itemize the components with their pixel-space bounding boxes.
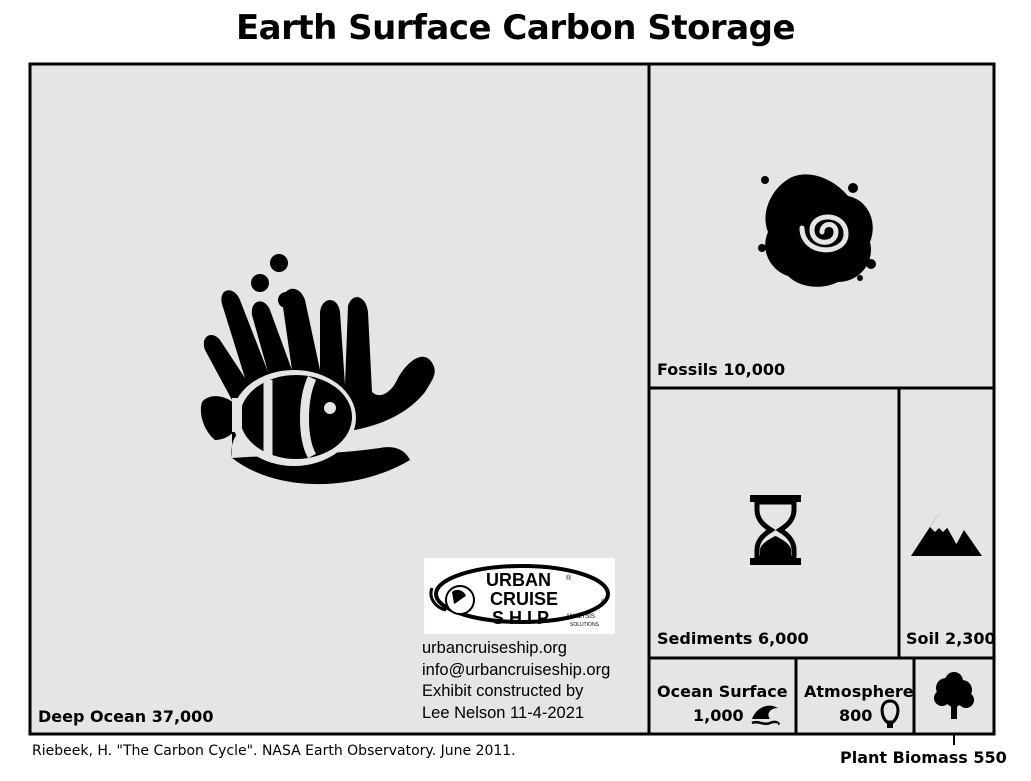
value-atmosphere: 800 [839, 706, 872, 725]
credits-author-date: Lee Nelson 11-4-2021 [422, 703, 585, 722]
wave-icon [751, 705, 780, 726]
credits-website: urbancruiseship.org [422, 639, 567, 657]
balloon-icon [880, 699, 900, 728]
ammonite-fossil-icon [758, 174, 876, 287]
mountain-icon [911, 513, 982, 556]
svg-text:®: ® [566, 574, 572, 582]
label-ocean-surface: Ocean Surface [657, 682, 788, 701]
label-atmosphere: Atmosphere [804, 682, 914, 701]
value-ocean-surface: 1,000 [693, 706, 744, 725]
urban-cruise-ship-logo: URBAN CRUISE SHIP ® ® ANALYSIS SOLUTIONS [424, 558, 615, 634]
label-plant-biomass: Plant Biomass 550 [840, 748, 1007, 767]
credits-block: urbancruiseship.org info@urbancruiseship… [422, 638, 610, 724]
tree-icon [934, 672, 974, 719]
anemone-clownfish-icon [200, 254, 435, 485]
svg-text:ANALYSIS: ANALYSIS [566, 614, 595, 620]
credits-constructed: Exhibit constructed by [422, 682, 584, 700]
svg-text:CRUISE: CRUISE [490, 589, 558, 609]
tile-soil [897, 386, 996, 660]
hourglass-icon [750, 495, 801, 565]
svg-text:SOLUTIONS: SOLUTIONS [570, 622, 600, 628]
label-soil: Soil 2,300 [906, 629, 996, 648]
tile-sediments [647, 386, 901, 660]
label-fossils: Fossils 10,000 [657, 360, 785, 379]
credits-email: info@urbancruiseship.org [422, 660, 611, 679]
label-sediments: Sediments 6,000 [657, 629, 809, 648]
label-deep-ocean: Deep Ocean 37,000 [38, 707, 213, 726]
source-citation: Riebeek, H. "The Carbon Cycle". NASA Ear… [32, 743, 516, 759]
svg-text:®: ® [601, 598, 607, 606]
svg-text:SHIP: SHIP [492, 608, 554, 628]
svg-text:URBAN: URBAN [486, 570, 551, 590]
chart-title: Earth Surface Carbon Storage [235, 8, 796, 48]
